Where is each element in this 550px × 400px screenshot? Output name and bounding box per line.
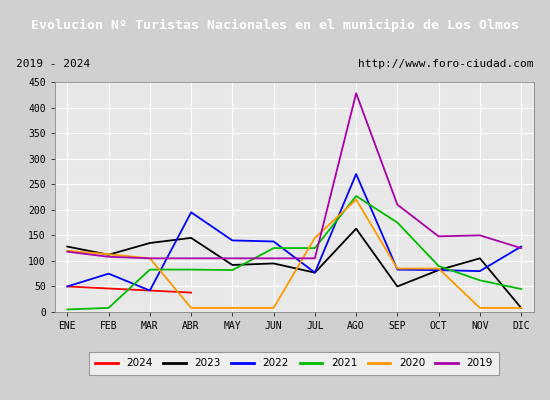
Text: 2019 - 2024: 2019 - 2024 (16, 59, 91, 69)
Text: http://www.foro-ciudad.com: http://www.foro-ciudad.com (358, 59, 534, 69)
Text: Evolucion Nº Turistas Nacionales en el municipio de Los Olmos: Evolucion Nº Turistas Nacionales en el m… (31, 18, 519, 32)
Legend: 2024, 2023, 2022, 2021, 2020, 2019: 2024, 2023, 2022, 2021, 2020, 2019 (89, 352, 499, 375)
